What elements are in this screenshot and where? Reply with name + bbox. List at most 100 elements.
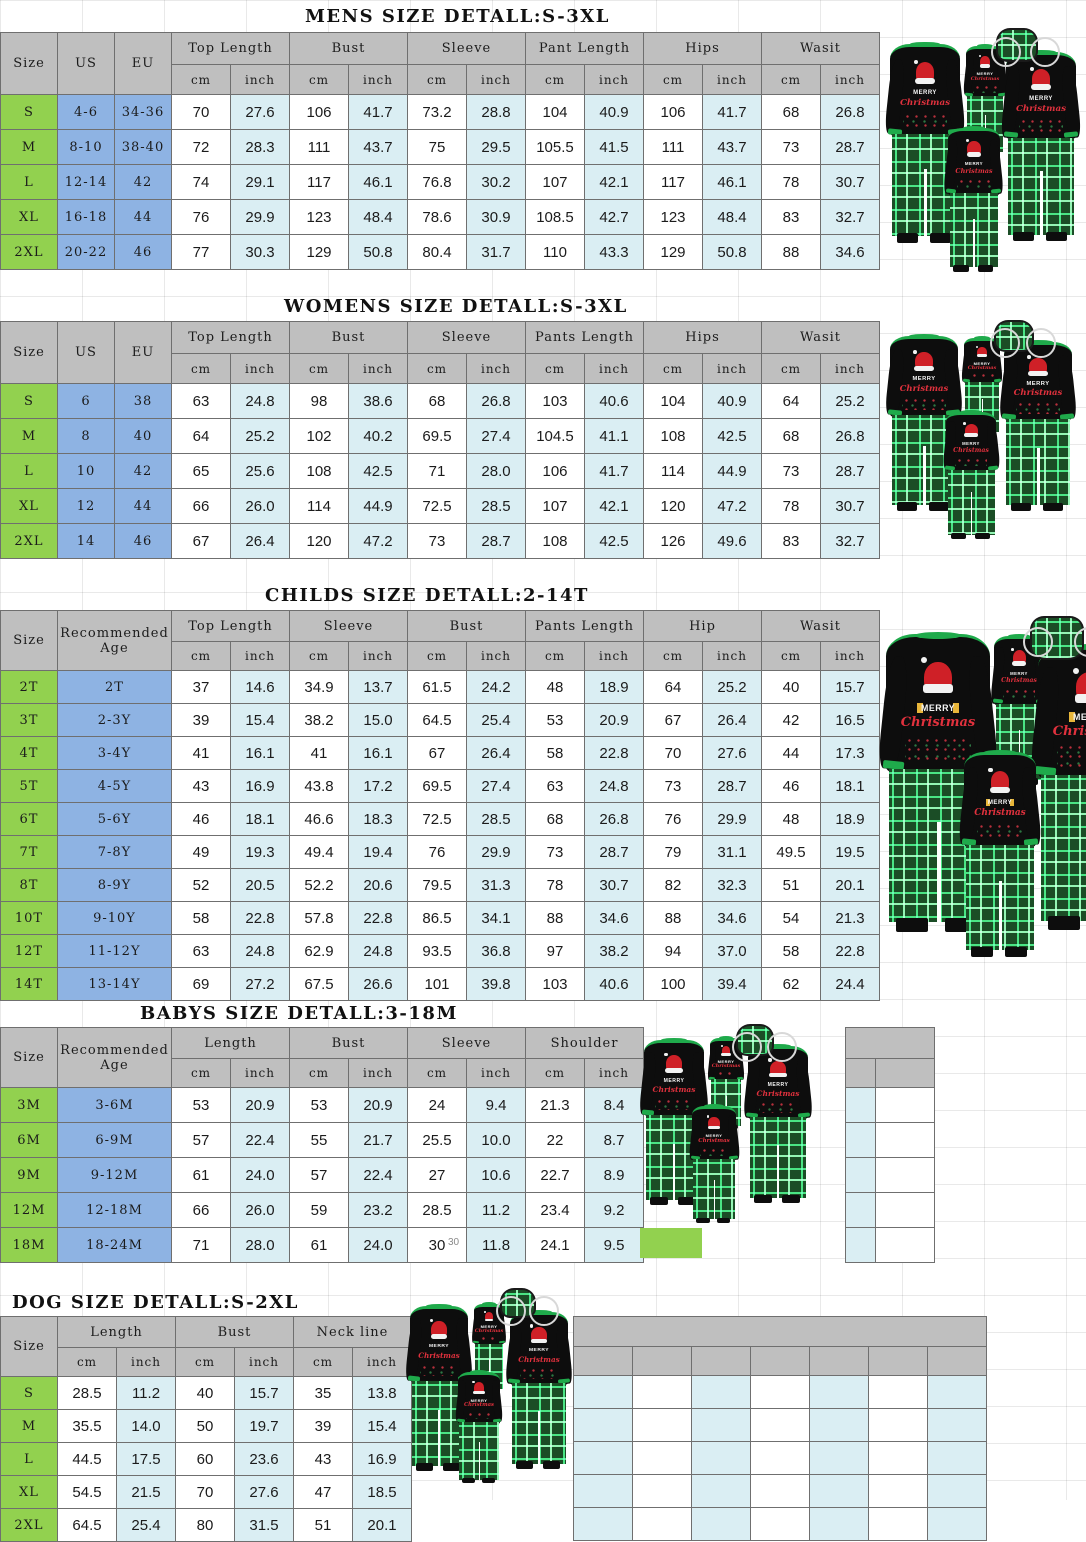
garment-christmas-text: Christmas	[1001, 676, 1037, 684]
measure-group-sleeve: Sleeve	[407, 1027, 526, 1059]
cell-measure: 63	[171, 934, 231, 968]
measure-group-sleeve: Sleeve	[407, 321, 526, 354]
unit-header-inch: inch	[230, 1058, 290, 1088]
cell-size: XL	[0, 488, 58, 524]
cell-measure: 24.8	[230, 934, 290, 968]
measure-group-length: Length	[57, 1316, 176, 1348]
garment-christmas-text: Christmas	[518, 1354, 560, 1364]
cell-measure: 23.2	[348, 1192, 408, 1228]
cell-measure: 17.3	[820, 736, 880, 770]
filler-row	[845, 1192, 935, 1228]
cell-us: 12	[57, 488, 115, 524]
cell-age: 9-12M	[57, 1157, 172, 1193]
mask-strap	[1023, 626, 1053, 657]
cell-measure: 8.7	[584, 1122, 644, 1158]
cell-measure: 107	[525, 488, 585, 524]
cell-measure: 32.7	[820, 199, 880, 235]
mens-table-title: MENS SIZE DETALL:S-3XL	[305, 6, 610, 27]
cell-measure: 123	[289, 199, 349, 235]
filler-cell	[691, 1507, 751, 1541]
filler-unit-header	[691, 1346, 751, 1376]
cell-size: 7T	[0, 835, 58, 869]
cell-age: 8-9Y	[57, 868, 172, 902]
cell-measure: 26.4	[466, 736, 526, 770]
childs-size-table-grid: Size Recommended Age Top Length Sleeve Bust Pa…	[0, 610, 880, 1001]
unit-header-inch: inch	[466, 64, 526, 95]
garment-christmas-text: Christmas	[899, 98, 951, 109]
garment-merry-text: MERRY	[920, 703, 956, 713]
column-header-size: Size	[0, 1027, 58, 1088]
table-row: XL 54.5 21.5 70 27.6 47 18.5	[0, 1475, 412, 1509]
dog-size-table-grid: Size Length Bust Neck line cm inch cm inch cm inc…	[0, 1316, 412, 1542]
filler-cell	[573, 1408, 633, 1442]
filler-row	[845, 1087, 935, 1123]
cell-measure: 64	[643, 670, 703, 704]
unit-header-inch: inch	[702, 64, 762, 95]
cell-size: XL	[0, 199, 58, 235]
cell-measure: 73	[407, 523, 467, 559]
cell-measure: 44.9	[702, 453, 762, 489]
unit-header-cm: cm	[525, 64, 585, 95]
dog-size-table: Size Length Bust Neck line cm inch cm inch cm inc…	[0, 1316, 412, 1542]
cell-measure: 68	[761, 418, 821, 454]
garment-merry-text: MERRY	[528, 1348, 550, 1354]
cell-measure: 61.5	[407, 670, 467, 704]
filler-cell	[927, 1474, 987, 1508]
cell-measure: 76	[171, 199, 231, 235]
unit-header-cm: cm	[289, 64, 349, 95]
cell-size: 9M	[0, 1157, 58, 1193]
unit-header-cm: cm	[171, 64, 231, 95]
cell-measure: 48	[525, 670, 585, 704]
cell-measure: 70	[175, 1475, 235, 1509]
filler-cell	[691, 1375, 751, 1409]
cell-measure: 32.7	[820, 523, 880, 559]
cell-measure: 65	[171, 453, 231, 489]
unit-header-inch: inch	[820, 64, 880, 95]
filler-cell	[875, 1227, 935, 1263]
cell-measure: 106	[525, 453, 585, 489]
garment-christmas-text: Christmas	[953, 446, 989, 454]
cell-measure: 18.1	[230, 802, 290, 836]
measure-group-wasit: Wasit	[761, 610, 880, 642]
table-row: 9M 9-12M 61 24.0 57 22.4 27 10.6 22.7 8.9	[0, 1157, 644, 1193]
cell-measure: 43.8	[289, 769, 349, 803]
filler-cell	[750, 1375, 810, 1409]
mask-strap	[528, 1295, 559, 1326]
cell-measure: 108	[643, 418, 703, 454]
unit-header-cm: cm	[407, 1058, 467, 1088]
cell-measure: 114	[289, 488, 349, 524]
cell-measure: 72	[171, 129, 231, 165]
cell-measure: 78	[525, 868, 585, 902]
cell-measure: 106	[643, 94, 703, 130]
cell-measure: 58	[525, 736, 585, 770]
cell-measure: 28.0	[230, 1227, 290, 1263]
plaid-face-mask	[1023, 616, 1086, 660]
cell-measure: 17.5	[116, 1442, 176, 1476]
garment-christmas-text: Christmas	[756, 1088, 800, 1098]
table-row: 14T 13-14Y 69 27.2 67.5 26.6 101 39.8 103 40.6 100…	[0, 967, 880, 1001]
cell-measure: 67	[171, 523, 231, 559]
cell-eu: 44	[114, 199, 172, 235]
cell-eu: 38	[114, 383, 172, 419]
cell-measure: 76.8	[407, 164, 467, 200]
cell-measure: 73	[761, 129, 821, 165]
cell-measure: 30.7	[820, 164, 880, 200]
cell-measure: 46.6	[289, 802, 349, 836]
cell-measure: 50	[175, 1409, 235, 1443]
measure-group-shoulder: Shoulder	[525, 1027, 644, 1059]
cell-measure: 22.8	[820, 934, 880, 968]
cell-measure: 67	[643, 703, 703, 737]
filler-cell	[875, 1122, 935, 1158]
cell-measure: 27.4	[466, 769, 526, 803]
garment-merry-text: MERRY	[1010, 670, 1028, 676]
cell-measure: 19.3	[230, 835, 290, 869]
cell-measure: 19.4	[348, 835, 408, 869]
cell-measure: 28.7	[820, 453, 880, 489]
cell-measure: 20.1	[352, 1508, 412, 1542]
cell-measure: 21.5	[116, 1475, 176, 1509]
cell-measure: 11.8	[466, 1227, 526, 1263]
garment-christmas-text: Christmas	[711, 1062, 741, 1069]
